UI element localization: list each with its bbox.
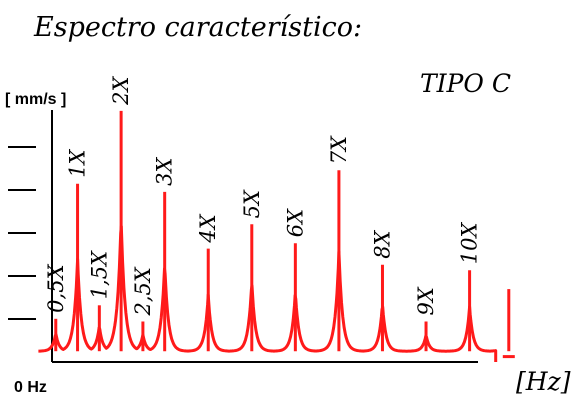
y-ticks	[8, 146, 36, 320]
spectrum-series-line	[37, 224, 498, 362]
peak-label-8X: 8X	[370, 229, 394, 258]
peak-label-0,5X: 0,5X	[44, 263, 68, 312]
peak-label-7X: 7X	[327, 135, 351, 164]
peak-label-1,5X: 1,5X	[87, 250, 111, 299]
peak-label-5X: 5X	[240, 189, 264, 218]
chart-subtitle: TIPO C	[420, 69, 511, 98]
peak-label-3X: 3X	[153, 157, 177, 186]
x-axis-label: [Hz]	[516, 367, 571, 396]
peak-lines	[54, 110, 515, 359]
peak-label-6X: 6X	[283, 208, 307, 237]
peak-label-9X: 9X	[414, 286, 438, 315]
peak-labels: 0,5X 1X 1,5X 2X 2,5X 3X 4X 5X 6X 7X 8X 9X 10X	[44, 76, 482, 317]
peak-label-2,5X: 2,5X	[131, 266, 155, 316]
peak-label-1X: 1X	[66, 148, 90, 177]
peak-label-10X: 10X	[458, 221, 482, 264]
chart-title: Espectro característico:	[33, 12, 362, 43]
x-origin-label: 0 Hz	[14, 379, 47, 396]
peak-label-2X: 2X	[109, 76, 133, 106]
peak-label-4X: 4X	[196, 213, 220, 243]
y-axis-label: [ mm/s ]	[5, 91, 66, 108]
